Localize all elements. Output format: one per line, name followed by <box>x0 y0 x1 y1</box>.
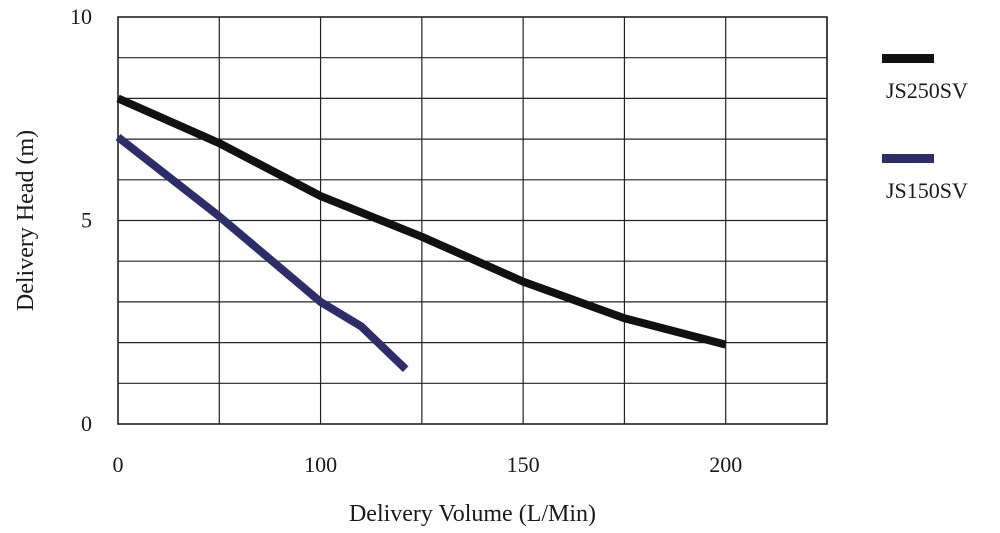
y-tick-label: 10 <box>70 4 92 29</box>
legend-label: JS250SV <box>886 78 968 103</box>
y-tick-labels: 0 5 10 <box>70 4 92 436</box>
y-tick-label: 5 <box>81 208 92 233</box>
x-tick-label: 200 <box>709 452 742 477</box>
legend: JS250SV JS150SV <box>882 54 968 203</box>
x-tick-label: 0 <box>113 452 124 477</box>
x-tick-labels: 0 100 150 200 <box>113 452 743 477</box>
legend-label: JS150SV <box>886 178 968 203</box>
y-axis-title: Delivery Head (m) <box>13 130 39 311</box>
x-tick-label: 100 <box>304 452 337 477</box>
plot-frame <box>117 16 828 425</box>
series-line-js250sv <box>116 94 727 349</box>
legend-swatch <box>882 154 934 163</box>
x-axis-title: Delivery Volume (L/Min) <box>349 501 596 527</box>
legend-swatch <box>882 54 934 63</box>
series-layer <box>115 94 727 372</box>
x-tick-label: 150 <box>507 452 540 477</box>
y-tick-label: 0 <box>81 411 92 436</box>
series-line-js150sv <box>115 133 409 372</box>
grid <box>118 17 828 424</box>
